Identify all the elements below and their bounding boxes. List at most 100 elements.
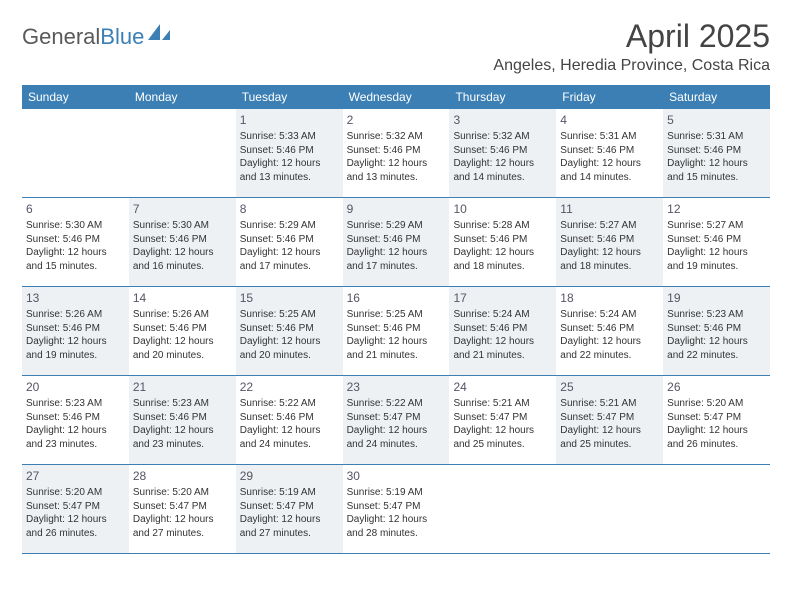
sunrise-line: Sunrise: 5:26 AM (133, 308, 232, 322)
header: GeneralBlue April 2025 Angeles, Heredia … (22, 18, 770, 75)
day-number: 14 (133, 290, 232, 306)
sunset-line: Sunset: 5:46 PM (26, 233, 125, 247)
calendar-cell: 1Sunrise: 5:33 AMSunset: 5:46 PMDaylight… (236, 109, 343, 197)
calendar-cell: 22Sunrise: 5:22 AMSunset: 5:46 PMDayligh… (236, 376, 343, 464)
day-number: 24 (453, 379, 552, 395)
day-number: 20 (26, 379, 125, 395)
calendar-cell: 23Sunrise: 5:22 AMSunset: 5:47 PMDayligh… (343, 376, 450, 464)
sail-icon (146, 22, 172, 47)
daylight-line: Daylight: 12 hours and 18 minutes. (453, 246, 552, 273)
sunrise-line: Sunrise: 5:31 AM (667, 130, 766, 144)
sunrise-line: Sunrise: 5:32 AM (347, 130, 446, 144)
sunset-line: Sunset: 5:46 PM (347, 322, 446, 336)
sunrise-line: Sunrise: 5:27 AM (667, 219, 766, 233)
calendar-cell: 30Sunrise: 5:19 AMSunset: 5:47 PMDayligh… (343, 465, 450, 553)
day-number: 4 (560, 112, 659, 128)
sunrise-line: Sunrise: 5:30 AM (26, 219, 125, 233)
daylight-line: Daylight: 12 hours and 19 minutes. (667, 246, 766, 273)
calendar-cell: 21Sunrise: 5:23 AMSunset: 5:46 PMDayligh… (129, 376, 236, 464)
sunset-line: Sunset: 5:46 PM (560, 233, 659, 247)
calendar-cell: 6Sunrise: 5:30 AMSunset: 5:46 PMDaylight… (22, 198, 129, 286)
calendar-cell: 13Sunrise: 5:26 AMSunset: 5:46 PMDayligh… (22, 287, 129, 375)
calendar-cell: 2Sunrise: 5:32 AMSunset: 5:46 PMDaylight… (343, 109, 450, 197)
day-number: 2 (347, 112, 446, 128)
sunrise-line: Sunrise: 5:24 AM (560, 308, 659, 322)
day-number: 27 (26, 468, 125, 484)
day-number: 26 (667, 379, 766, 395)
calendar: SundayMondayTuesdayWednesdayThursdayFrid… (22, 85, 770, 554)
daylight-line: Daylight: 12 hours and 23 minutes. (26, 424, 125, 451)
sunrise-line: Sunrise: 5:22 AM (240, 397, 339, 411)
sunrise-line: Sunrise: 5:26 AM (26, 308, 125, 322)
daylight-line: Daylight: 12 hours and 24 minutes. (347, 424, 446, 451)
week-row: 13Sunrise: 5:26 AMSunset: 5:46 PMDayligh… (22, 287, 770, 376)
sunrise-line: Sunrise: 5:19 AM (347, 486, 446, 500)
sunrise-line: Sunrise: 5:28 AM (453, 219, 552, 233)
day-number: 18 (560, 290, 659, 306)
calendar-cell: 28Sunrise: 5:20 AMSunset: 5:47 PMDayligh… (129, 465, 236, 553)
sunset-line: Sunset: 5:47 PM (560, 411, 659, 425)
calendar-cell: 11Sunrise: 5:27 AMSunset: 5:46 PMDayligh… (556, 198, 663, 286)
calendar-cell: 10Sunrise: 5:28 AMSunset: 5:46 PMDayligh… (449, 198, 556, 286)
day-number: 19 (667, 290, 766, 306)
daylight-line: Daylight: 12 hours and 23 minutes. (133, 424, 232, 451)
day-number: 3 (453, 112, 552, 128)
daylight-line: Daylight: 12 hours and 17 minutes. (240, 246, 339, 273)
daylight-line: Daylight: 12 hours and 25 minutes. (560, 424, 659, 451)
sunset-line: Sunset: 5:46 PM (240, 411, 339, 425)
day-number: 17 (453, 290, 552, 306)
day-number: 9 (347, 201, 446, 217)
sunrise-line: Sunrise: 5:27 AM (560, 219, 659, 233)
day-header: Sunday (22, 85, 129, 109)
day-header: Monday (129, 85, 236, 109)
daylight-line: Daylight: 12 hours and 15 minutes. (26, 246, 125, 273)
week-row: 27Sunrise: 5:20 AMSunset: 5:47 PMDayligh… (22, 465, 770, 554)
daylight-line: Daylight: 12 hours and 25 minutes. (453, 424, 552, 451)
sunset-line: Sunset: 5:46 PM (667, 322, 766, 336)
day-number: 25 (560, 379, 659, 395)
sunrise-line: Sunrise: 5:29 AM (240, 219, 339, 233)
sunset-line: Sunset: 5:46 PM (26, 322, 125, 336)
week-row: 1Sunrise: 5:33 AMSunset: 5:46 PMDaylight… (22, 109, 770, 198)
sunrise-line: Sunrise: 5:20 AM (133, 486, 232, 500)
sunrise-line: Sunrise: 5:25 AM (347, 308, 446, 322)
day-number: 10 (453, 201, 552, 217)
daylight-line: Daylight: 12 hours and 20 minutes. (240, 335, 339, 362)
daylight-line: Daylight: 12 hours and 13 minutes. (240, 157, 339, 184)
calendar-cell-blank (22, 109, 129, 197)
logo-part2: Blue (100, 24, 144, 49)
sunset-line: Sunset: 5:46 PM (347, 144, 446, 158)
sunrise-line: Sunrise: 5:25 AM (240, 308, 339, 322)
daylight-line: Daylight: 12 hours and 22 minutes. (560, 335, 659, 362)
sunset-line: Sunset: 5:47 PM (453, 411, 552, 425)
day-number: 28 (133, 468, 232, 484)
sunset-line: Sunset: 5:46 PM (240, 144, 339, 158)
day-number: 23 (347, 379, 446, 395)
daylight-line: Daylight: 12 hours and 26 minutes. (26, 513, 125, 540)
sunrise-line: Sunrise: 5:31 AM (560, 130, 659, 144)
calendar-cell-blank (129, 109, 236, 197)
location: Angeles, Heredia Province, Costa Rica (493, 57, 770, 75)
sunset-line: Sunset: 5:46 PM (560, 322, 659, 336)
weeks-container: 1Sunrise: 5:33 AMSunset: 5:46 PMDaylight… (22, 109, 770, 554)
daylight-line: Daylight: 12 hours and 18 minutes. (560, 246, 659, 273)
calendar-cell-blank (449, 465, 556, 553)
sunrise-line: Sunrise: 5:20 AM (26, 486, 125, 500)
calendar-cell: 4Sunrise: 5:31 AMSunset: 5:46 PMDaylight… (556, 109, 663, 197)
daylight-line: Daylight: 12 hours and 19 minutes. (26, 335, 125, 362)
daylight-line: Daylight: 12 hours and 20 minutes. (133, 335, 232, 362)
calendar-cell: 14Sunrise: 5:26 AMSunset: 5:46 PMDayligh… (129, 287, 236, 375)
day-header-row: SundayMondayTuesdayWednesdayThursdayFrid… (22, 85, 770, 109)
sunset-line: Sunset: 5:46 PM (240, 233, 339, 247)
daylight-line: Daylight: 12 hours and 27 minutes. (133, 513, 232, 540)
calendar-cell: 9Sunrise: 5:29 AMSunset: 5:46 PMDaylight… (343, 198, 450, 286)
day-number: 30 (347, 468, 446, 484)
sunset-line: Sunset: 5:46 PM (133, 411, 232, 425)
sunset-line: Sunset: 5:46 PM (667, 144, 766, 158)
calendar-cell-blank (663, 465, 770, 553)
sunrise-line: Sunrise: 5:29 AM (347, 219, 446, 233)
day-number: 5 (667, 112, 766, 128)
daylight-line: Daylight: 12 hours and 14 minutes. (453, 157, 552, 184)
calendar-cell: 7Sunrise: 5:30 AMSunset: 5:46 PMDaylight… (129, 198, 236, 286)
calendar-cell: 8Sunrise: 5:29 AMSunset: 5:46 PMDaylight… (236, 198, 343, 286)
